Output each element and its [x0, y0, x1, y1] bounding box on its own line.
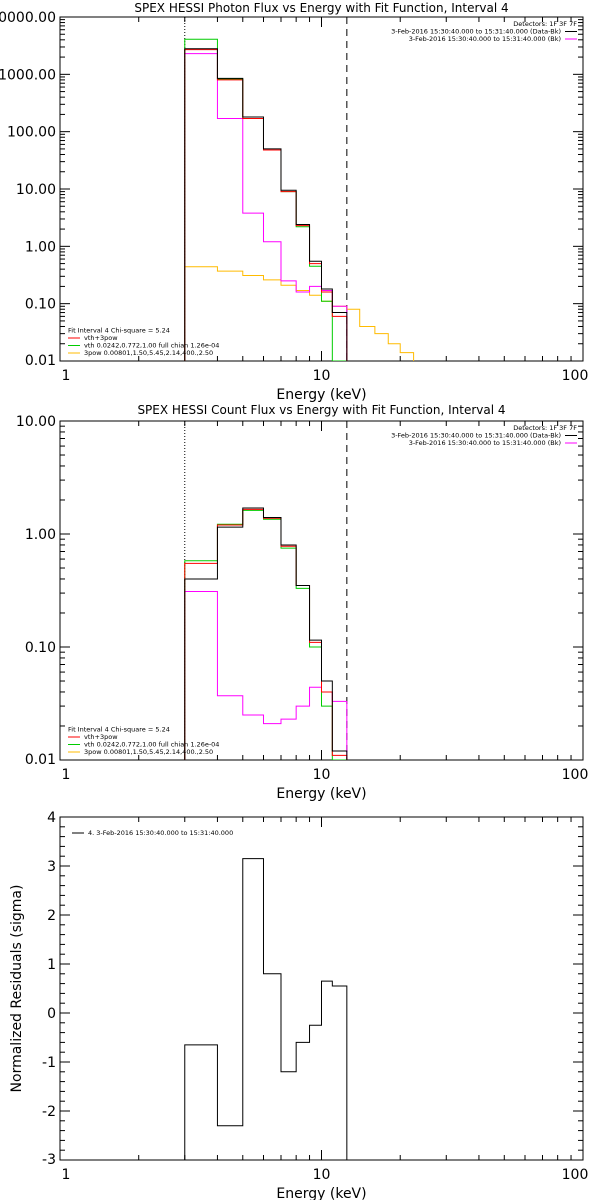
legend-entry: vth+3pow [84, 733, 118, 741]
y-axis: 10.00 1.00 0.10 0.01 [16, 414, 583, 768]
legend-entry: 3-Feb-2016 15:30:40.000 to 15:31:40.000 … [391, 28, 561, 36]
y-tick-label: 2 [47, 908, 56, 924]
chart-panel-1: SPEX HESSI Photon Flux vs Energy with Fi… [0, 1, 588, 403]
legend-entry: 3-Feb-2016 15:30:40.000 to 15:31:40.000 … [391, 432, 561, 440]
legend-entry: vth 0.0242,0.772,1.00 full chian 1.26e-0… [84, 342, 219, 350]
chart-title: SPEX HESSI Count Flux vs Energy with Fit… [137, 403, 505, 417]
y-tick-label: 1.00 [25, 239, 56, 255]
y-tick-label: -3 [42, 1152, 56, 1168]
x-axis-label: Energy (keV) [276, 387, 366, 403]
x-axis: 1 10 100 Energy (keV) [59, 17, 589, 403]
series-vth [184, 38, 347, 361]
x-axis: 1 10 100 Energy (keV) [59, 817, 589, 1202]
y-axis: 4 3 2 1 0 -1 -2 -3 Normalized Residuals (sigma) [9, 810, 583, 1168]
x-tick-label: 10 [313, 767, 331, 783]
x-tick-label: 1 [62, 767, 71, 783]
series-4 [184, 858, 348, 1160]
series-bk [184, 590, 348, 760]
y-tick-label: 10.00 [16, 414, 56, 430]
y-tick-label: 0.01 [25, 752, 56, 768]
legend-entry: 3-Feb-2016 15:30:40.000 to 15:31:40.000 … [409, 35, 561, 43]
y-axis: 10000.00 1000.00 100.00 10.00 1.00 0.10 0.01 [0, 10, 583, 369]
y-tick-label: 3 [47, 859, 56, 875]
x-tick-label: 100 [562, 368, 589, 384]
chart-panel-2: SPEX HESSI Count Flux vs Energy with Fit… [16, 403, 588, 802]
series-bk [184, 53, 348, 361]
legend-entry: 3pow 0.00801,1.50,5.45,2.14,400.,2.50 [84, 349, 213, 357]
series-vth [184, 509, 347, 760]
chart-title: SPEX HESSI Photon Flux vs Energy with Fi… [134, 1, 508, 15]
legend-entry: vth+3pow [84, 334, 118, 342]
series-data-bk [184, 48, 348, 361]
series-data-bk [184, 507, 348, 760]
y-tick-label: 4 [47, 810, 56, 826]
legend-entry: Detectors: 1F 3F 7F [513, 20, 577, 28]
legend-entry: vth 0.0242,0.772,1.00 full chian 1.26e-0… [84, 741, 219, 749]
x-axis-label: Energy (keV) [276, 1186, 366, 1200]
x-tick-label: 10 [313, 368, 331, 384]
x-tick-label: 1 [62, 368, 71, 384]
x-axis-label: Energy (keV) [276, 786, 366, 802]
series-group [184, 38, 415, 361]
y-tick-label: 0.10 [25, 297, 56, 313]
x-tick-label: 100 [562, 1167, 589, 1183]
legend-bottom-left: Fit Interval 4 Chi-square = 5.24vth+3pow… [68, 327, 219, 357]
plot-frame [59, 420, 584, 761]
x-tick-label: 100 [562, 767, 589, 783]
legend-top-left: 4. 3-Feb-2016 15:30:40.000 to 15:31:40.0… [72, 829, 233, 837]
legend-entry: 4. 3-Feb-2016 15:30:40.000 to 15:31:40.0… [88, 829, 233, 837]
y-tick-label: 0.01 [25, 353, 56, 369]
x-axis: 1 10 100 Energy (keV) [59, 421, 589, 802]
series-vth-3pow [184, 508, 348, 760]
y-tick-label: 1000.00 [0, 67, 56, 83]
x-tick-label: 1 [62, 1167, 71, 1183]
legend-top-right: Detectors: 1F 3F 7F3-Feb-2016 15:30:40.0… [391, 20, 577, 43]
y-tick-label: 1 [47, 957, 56, 973]
y-tick-label: 0.10 [25, 640, 56, 656]
plot-frame [59, 16, 584, 362]
y-tick-label: -2 [42, 1104, 56, 1120]
legend-bottom-left: Fit Interval 4 Chi-square = 5.24vth+3pow… [68, 726, 219, 756]
series-vth-3pow [184, 49, 348, 361]
y-tick-label: 10.00 [16, 182, 56, 198]
legend-entry: Detectors: 1F 3F 7F [513, 424, 577, 432]
y-tick-label: 100.00 [7, 125, 56, 141]
series-group [184, 507, 348, 760]
legend-entry: 3-Feb-2016 15:30:40.000 to 15:31:40.000 … [409, 439, 561, 447]
legend-entry: Fit Interval 4 Chi-square = 5.24 [68, 726, 170, 734]
legend-entry: Fit Interval 4 Chi-square = 5.24 [68, 327, 170, 335]
y-axis-label: Normalized Residuals (sigma) [9, 885, 25, 1093]
legend-entry: 3pow 0.00801,1.50,5.45,2.14,400.,2.50 [84, 748, 213, 756]
series-group [184, 858, 348, 1160]
y-tick-label: 10000.00 [0, 10, 56, 26]
x-tick-label: 10 [313, 1167, 331, 1183]
y-tick-label: 1.00 [25, 527, 56, 543]
y-tick-label: 0 [47, 1006, 56, 1022]
legend-top-right: Detectors: 1F 3F 7F3-Feb-2016 15:30:40.0… [391, 424, 577, 447]
y-tick-label: -1 [42, 1055, 56, 1071]
